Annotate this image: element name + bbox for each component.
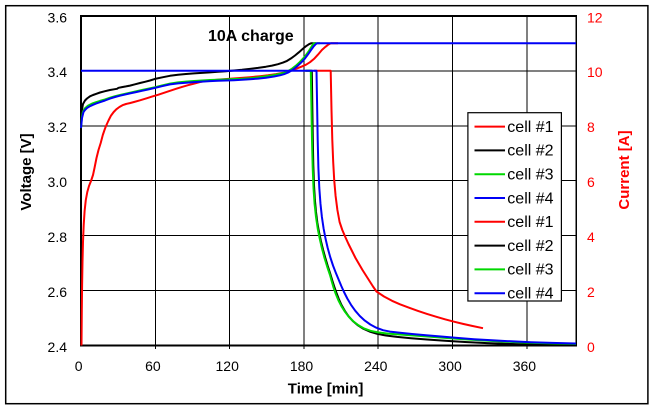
svg-text:0: 0 [75,358,83,374]
svg-text:12: 12 [587,9,603,25]
svg-text:Voltage [V]: Voltage [V] [18,133,35,210]
svg-text:3.0: 3.0 [48,174,68,190]
svg-text:Current [A]: Current [A] [616,130,633,209]
svg-text:10: 10 [587,64,603,80]
svg-text:6: 6 [587,174,595,190]
svg-text:2.6: 2.6 [48,284,68,300]
svg-text:300: 300 [438,358,462,374]
svg-text:8: 8 [587,119,595,135]
svg-text:cell #3: cell #3 [507,262,553,279]
svg-text:360: 360 [513,358,537,374]
svg-text:180: 180 [290,358,314,374]
svg-text:cell #1: cell #1 [507,214,553,231]
svg-text:3.6: 3.6 [48,9,68,25]
svg-text:cell #1: cell #1 [507,119,553,136]
svg-text:2: 2 [587,284,595,300]
svg-text:2.4: 2.4 [48,339,68,355]
svg-text:120: 120 [216,358,240,374]
svg-text:60: 60 [145,358,161,374]
svg-text:cell #2: cell #2 [507,143,553,160]
svg-text:4: 4 [587,229,595,245]
svg-text:Time [min]: Time [min] [288,381,364,398]
svg-text:0: 0 [587,339,595,355]
svg-text:cell #2: cell #2 [507,238,553,255]
svg-text:cell #4: cell #4 [507,190,553,207]
svg-text:240: 240 [364,358,388,374]
svg-text:cell #3: cell #3 [507,167,553,184]
svg-text:10A charge: 10A charge [208,28,294,45]
svg-text:cell #4: cell #4 [507,286,553,303]
svg-text:3.2: 3.2 [48,119,68,135]
svg-text:3.4: 3.4 [48,64,68,80]
svg-text:2.8: 2.8 [48,229,68,245]
